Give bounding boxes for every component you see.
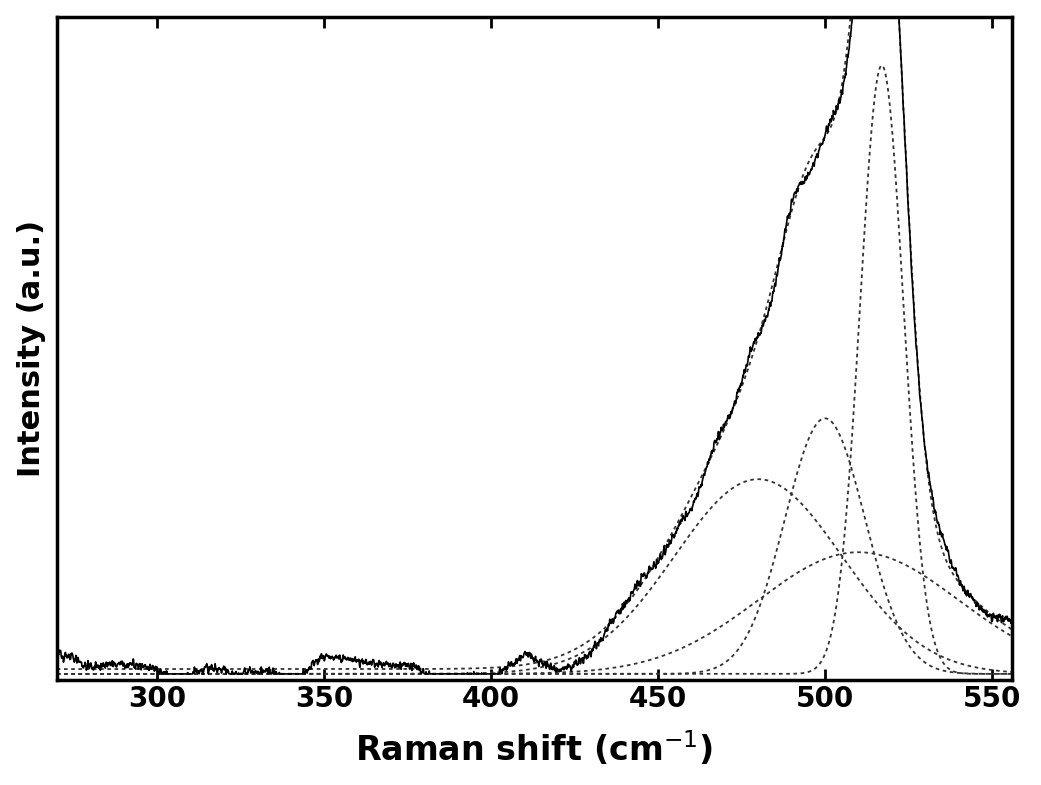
X-axis label: Raman shift (cm$^{-1}$): Raman shift (cm$^{-1}$) <box>355 729 713 769</box>
Y-axis label: Intensity (a.u.): Intensity (a.u.) <box>17 220 46 477</box>
